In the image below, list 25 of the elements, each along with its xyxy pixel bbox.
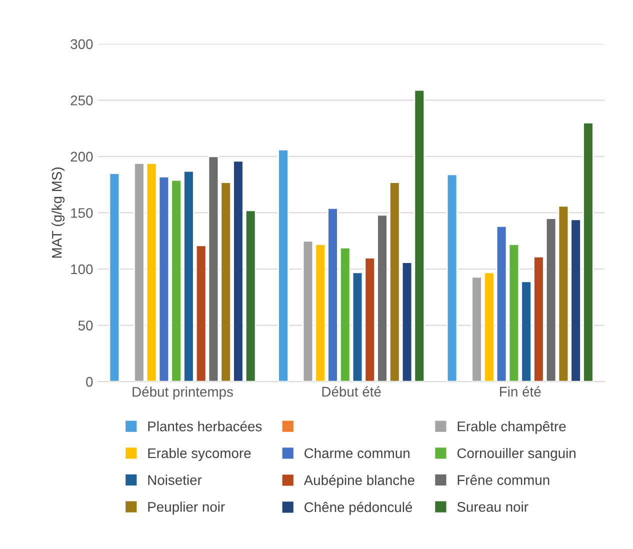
legend-label: Peuplier noir	[148, 502, 225, 515]
y-tick-label: 150	[71, 208, 93, 218]
bar	[446, 174, 458, 382]
x-tick-label: Début été	[322, 386, 381, 397]
y-tick-label: 300	[70, 39, 93, 50]
y-tick-label: 0	[86, 376, 93, 387]
y-tick-label: 200	[70, 152, 93, 162]
legend-label: Charme commun	[304, 448, 410, 458]
legend-label: Chêne pédonculé	[304, 502, 412, 515]
legend-label: Erable champêtre	[458, 421, 566, 434]
legend-label: Aubépine blanche	[304, 474, 414, 488]
y-tick-label: 100	[71, 264, 93, 274]
bar	[278, 149, 289, 382]
legend-label: Sureau noir	[457, 502, 528, 512]
legend-label: Plantes herbacées	[148, 420, 262, 432]
bar	[108, 172, 120, 382]
x-tick-label: Fin été	[500, 386, 541, 397]
legend-label: Noisetier	[148, 474, 202, 485]
y-tick-label: 250	[70, 96, 93, 106]
legend-label: Frêne commun	[458, 474, 550, 485]
legend-label: Cornouiller sanguin	[457, 448, 576, 461]
y-tick-label: 50	[78, 320, 93, 330]
y-axis-title: MAT (g/kg MS)	[52, 168, 65, 258]
legend-label: Erable sycomore	[148, 448, 251, 461]
x-tick-label: Début printemps	[132, 386, 233, 400]
